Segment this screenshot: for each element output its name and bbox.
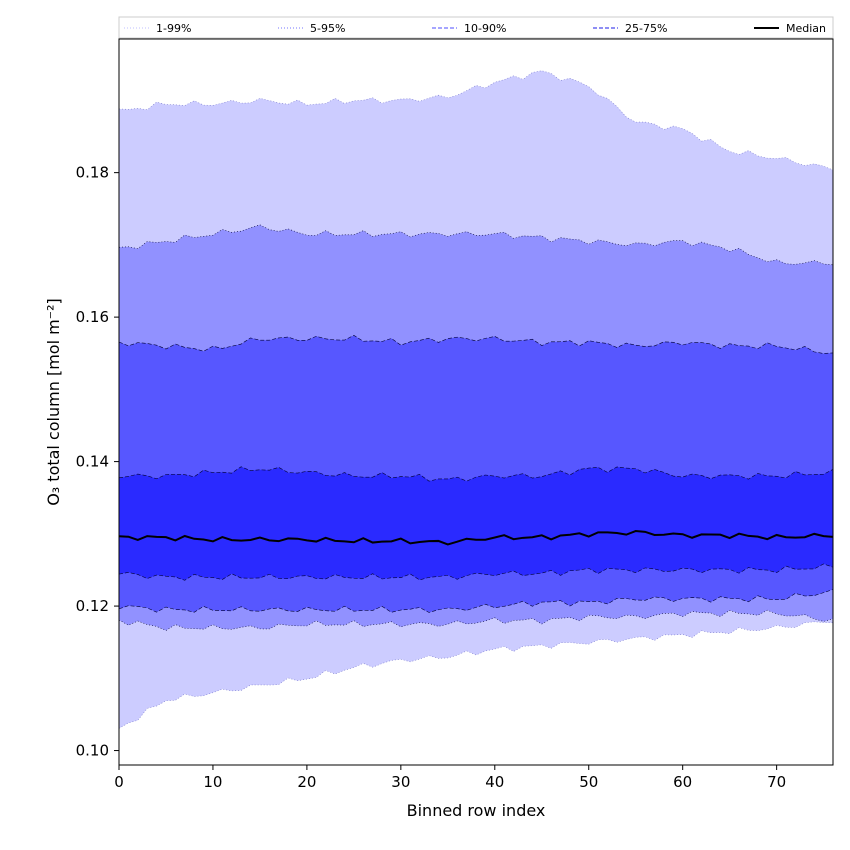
x-tick-label: 40 [485,773,504,791]
band-25-75-lower-edge [118,563,834,581]
legend-label: 5-95% [310,22,345,35]
x-tick-label: 0 [114,773,124,791]
legend-label: 10-90% [464,22,506,35]
band-25-75-upper-edge [118,466,834,482]
band-10-90-lower-edge [118,589,834,613]
y-tick-label: 0.18 [76,164,109,182]
y-tick-label: 0.16 [76,308,109,326]
band-10-90-upper-edge [118,335,834,354]
x-tick-label: 30 [391,773,410,791]
x-axis: 0 10 20 30 40 50 60 70 [114,765,786,791]
x-tick-label: 10 [203,773,222,791]
band-25-75-fill [119,466,833,581]
band-5-95-upper-edge [118,224,834,266]
x-tick-label: 70 [767,773,786,791]
x-tick-label: 50 [579,773,598,791]
legend-label: Median [786,22,826,35]
legend: 1-99% 5-95% 10-90% 25-75% Median [118,16,834,39]
y-axis: 0.10 0.12 0.14 0.16 0.18 [76,164,119,760]
x-axis-label: Binned row index [407,801,546,820]
median-layer [118,530,834,546]
median-line [118,530,834,546]
y-axis-label: O₃ total column [mol m⁻²] [44,298,63,506]
band-5-95-lower-edge [118,609,834,631]
band-1-99-lower-edge [118,621,834,729]
legend-label: 25-75% [625,22,667,35]
legend-box [118,16,834,39]
y-tick-label: 0.14 [76,453,109,471]
y-tick-label: 0.12 [76,597,109,615]
x-tick-label: 20 [297,773,316,791]
plot-frame [118,38,834,766]
x-tick-label: 60 [673,773,692,791]
legend-label: 1-99% [156,22,191,35]
y-tick-label: 0.10 [76,742,109,760]
percentile-bands [118,70,834,729]
